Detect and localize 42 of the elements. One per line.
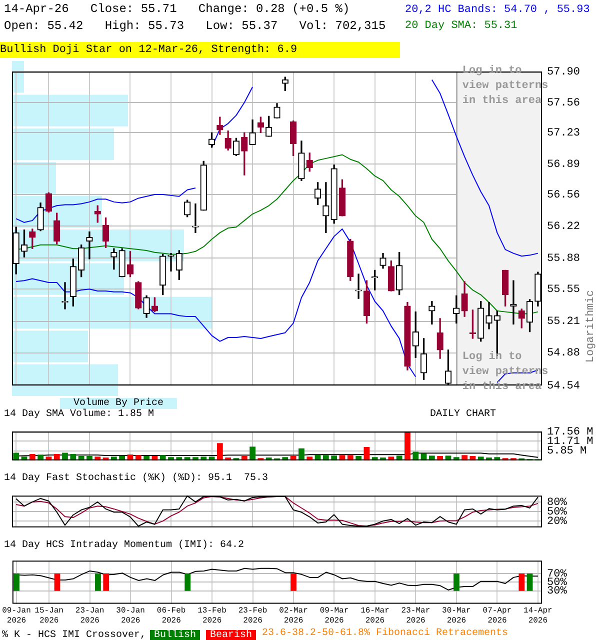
- text: 20 Day SMA: 55.31: [405, 19, 518, 34]
- x-tick-label: 09-Mar 2026: [320, 606, 349, 626]
- chart-subtitle: Open: 55.42 High: 55.73 Low: 55.37 Vol: 702,315: [4, 19, 386, 33]
- y-tick-label: 57.23: [547, 128, 580, 140]
- y-tick-label: 57.56: [547, 97, 580, 110]
- x-tick-label: 13-Feb 2026: [198, 606, 227, 626]
- y-tick-label: 56.89: [547, 158, 580, 171]
- x-tick-label: 16-Mar 2026: [360, 606, 390, 626]
- text: 23.6-38.2-50-61.8% Fibonacci Retracements: [262, 628, 508, 639]
- x-tick-label: 23-Feb 2026: [238, 606, 268, 626]
- y-tick-label: 20%: [547, 516, 568, 528]
- legend-title: % K - HCS IMI Crossover,: [2, 630, 146, 640]
- x-tick-label: 15-Jan 2026: [34, 606, 64, 626]
- y-axis-title: Logarithmic: [585, 290, 597, 363]
- y-tick-label: 55.21: [547, 316, 580, 328]
- x-tick-label: 07-Apr 2026: [482, 606, 512, 626]
- y-tick-label: 56.22: [547, 221, 580, 234]
- x-tick-label: 02-Mar 2026: [279, 606, 308, 626]
- x-tick-label: 23-Jan 2026: [75, 606, 104, 626]
- x-tick-label: 30-Jan 2026: [116, 606, 146, 626]
- x-tick-label: 14-Apr 2026: [524, 606, 553, 626]
- x-tick-label: 09-Jan 2026: [2, 606, 32, 626]
- x-tick-label: 06-Feb 2026: [156, 606, 186, 626]
- y-tick-label: 57.90: [547, 66, 580, 79]
- y-tick-label: 54.54: [547, 380, 580, 392]
- y-tick-label: 56.56: [547, 189, 580, 202]
- text: Bullish Doji Star on 12-Mar-26, Strength: 6.9: [0, 42, 400, 58]
- x-tick-label: 23-Mar 2026: [401, 606, 430, 626]
- text: Bullish: [150, 630, 200, 640]
- y-tick-label: 55.55: [547, 284, 580, 296]
- text: 20,2 HC Bands: 54.70 , 55.93: [405, 3, 590, 18]
- text: Bearish: [206, 630, 256, 640]
- chart-title: 14 Day Fast Stochastic (%K) (%D): 95.1 75.3: [4, 473, 268, 484]
- chart-title: 14 Day HCS Intraday Momentum (IMI): 64.2: [4, 540, 244, 551]
- y-tick-label: 5.85 M: [547, 446, 587, 458]
- x-tick-label: 30-Mar 2026: [442, 606, 472, 626]
- text: Volume By Price: [60, 398, 177, 409]
- chart-title: 14-Apr-26 Close: 55.71 Change: 0.28 (+0.5 %): [4, 2, 350, 16]
- y-tick-label: 55.88: [547, 252, 580, 265]
- text: DAILY CHART: [430, 409, 496, 420]
- chart-title: 14 Day SMA Volume: 1.85 M: [4, 409, 154, 420]
- y-tick-label: 54.88: [547, 348, 580, 360]
